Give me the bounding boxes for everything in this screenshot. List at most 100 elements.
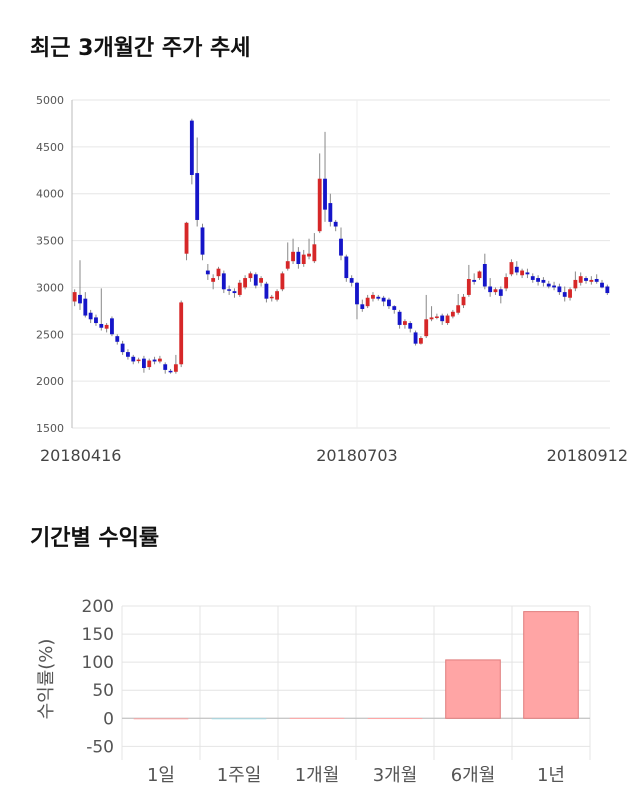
candle-body: [562, 292, 567, 297]
candle-body: [184, 222, 189, 254]
candle-body: [88, 312, 93, 320]
candle-body: [99, 323, 104, 328]
candle-body: [594, 278, 599, 282]
candle-body: [173, 364, 178, 372]
candle-body: [275, 291, 279, 300]
candle-body: [408, 323, 413, 329]
candle-body: [312, 244, 317, 262]
candle-body: [205, 270, 210, 275]
bar: [211, 718, 267, 720]
candle-body: [355, 282, 359, 305]
candle-body: [131, 356, 136, 362]
candle-body: [578, 276, 583, 283]
candle-body: [78, 294, 82, 304]
candle-body: [147, 360, 152, 368]
candle-body: [573, 279, 578, 289]
candle-body: [259, 278, 264, 283]
candle-body: [488, 286, 493, 293]
y-tick-label: 100: [82, 653, 114, 673]
y-tick-label: 5000: [36, 94, 64, 107]
candle-body: [349, 278, 354, 283]
bar: [367, 718, 423, 720]
y-tick-label: 150: [82, 625, 114, 645]
x-tick-label: 6개월: [451, 765, 496, 786]
candle-body: [546, 283, 551, 287]
candle-body: [440, 315, 445, 322]
candle-body: [323, 178, 327, 210]
candle-body: [584, 278, 588, 281]
y-tick-label: 4000: [36, 188, 64, 201]
candle-body: [94, 317, 98, 324]
candle-body: [253, 274, 258, 286]
candle-body: [179, 302, 184, 365]
x-tick-label: 1주일: [217, 765, 262, 786]
candle-body: [317, 178, 322, 232]
x-tick-label: 20180912: [547, 446, 628, 465]
candle-body: [141, 358, 146, 369]
candle-body: [514, 266, 519, 273]
candle-body: [424, 319, 429, 337]
candle-body: [477, 271, 482, 279]
candle-body: [227, 289, 232, 291]
candle-body: [450, 311, 455, 317]
candle-body: [195, 173, 200, 220]
x-tick-label: 3개월: [373, 765, 418, 786]
candle-body: [269, 296, 274, 299]
candle-body: [504, 277, 509, 289]
candle-body: [189, 120, 194, 175]
candle-body: [418, 338, 423, 344]
candle-body: [381, 297, 386, 302]
candle-body: [83, 298, 88, 316]
candle-body: [413, 332, 418, 344]
x-tick-label: 1개월: [295, 765, 340, 786]
candle-body: [136, 359, 141, 362]
candle-body: [445, 315, 450, 324]
candle-body: [498, 289, 503, 296]
candle-body: [376, 296, 381, 299]
candle-body: [163, 364, 168, 370]
candle-body: [126, 352, 130, 357]
bar: [133, 718, 189, 720]
candlestick-chart: 1500 2000 2500 3000 3500 4000 4500 5000 20180416…: [36, 94, 628, 465]
candle-body: [296, 251, 301, 264]
candle-body: [520, 270, 525, 276]
candle-body: [536, 278, 541, 282]
candle-body: [541, 279, 546, 283]
candle-body: [600, 282, 604, 288]
candle-body: [434, 316, 439, 318]
x-tick-label: 1일: [147, 765, 175, 786]
x-tick-label: 20180416: [40, 446, 121, 465]
y-tick-label: 50: [92, 681, 114, 701]
candle-body: [328, 203, 333, 222]
candle-body: [237, 282, 242, 295]
candle-body: [301, 254, 306, 264]
candle-body: [605, 286, 610, 294]
y-tick-label: 4500: [36, 141, 64, 154]
bar: [289, 717, 345, 719]
candle-body: [248, 273, 253, 279]
candle-body: [589, 279, 594, 282]
y-tick-label: 3000: [36, 281, 64, 294]
candle-body: [216, 268, 221, 277]
return-chart-title: 기간별 수익률: [30, 526, 160, 551]
y-tick-label: 200: [82, 597, 114, 617]
candle-body: [509, 262, 514, 275]
y-tick-label: 2500: [36, 328, 64, 341]
candle-body: [530, 276, 535, 280]
candle-body: [371, 294, 375, 299]
candle-body: [200, 227, 205, 255]
y-tick-label: 3500: [36, 235, 64, 248]
candle-body: [461, 296, 466, 306]
candle-body: [429, 317, 434, 320]
candle-body: [120, 343, 125, 353]
bar: [445, 659, 501, 719]
candle-body: [360, 304, 365, 309]
candle-body: [104, 324, 109, 329]
candle-body: [466, 278, 471, 295]
candle-body: [280, 273, 285, 290]
candle-body: [152, 359, 157, 362]
y-tick-label: 2000: [36, 375, 64, 388]
candle-body: [115, 336, 120, 342]
candle-body: [482, 264, 487, 287]
